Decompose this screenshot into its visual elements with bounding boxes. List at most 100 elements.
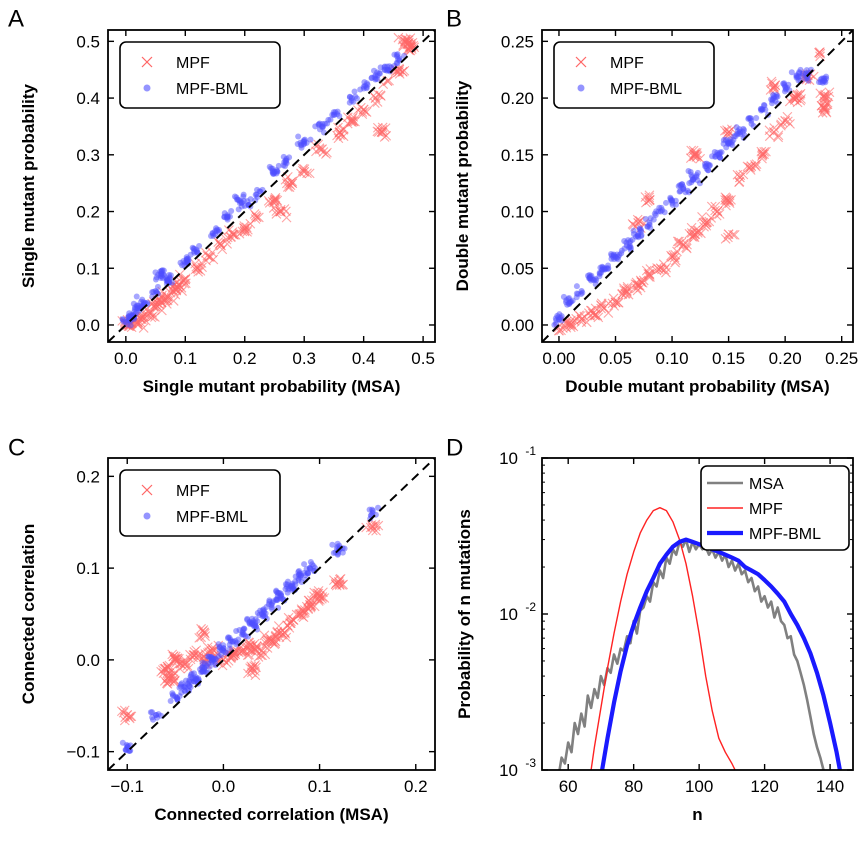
mpf-point bbox=[373, 127, 384, 137]
mpf-point bbox=[643, 272, 654, 282]
mpf-bml-point bbox=[281, 162, 288, 169]
mpf-point bbox=[581, 317, 592, 328]
mpf-bml-point bbox=[298, 579, 305, 586]
y-tick-label: 0.00 bbox=[501, 316, 534, 335]
mpf-point bbox=[253, 212, 264, 223]
mpf-point bbox=[168, 677, 179, 687]
mpf-point bbox=[609, 301, 620, 311]
legend-label: MPF-BML bbox=[749, 526, 821, 543]
y-tick-label: 0.2 bbox=[76, 467, 100, 486]
legend-label: MPF bbox=[749, 501, 783, 518]
mpf-point bbox=[773, 130, 784, 141]
mpf-point bbox=[397, 66, 408, 77]
mpf-bml-point bbox=[638, 227, 645, 234]
legend-label: MPF-BML bbox=[176, 81, 248, 98]
mpf-point bbox=[672, 236, 683, 247]
mpf-bml-point bbox=[753, 115, 760, 122]
mpf-point bbox=[119, 715, 130, 726]
mpf-bml-point bbox=[688, 172, 695, 179]
mpf-bml-point bbox=[376, 70, 383, 77]
mpf-point bbox=[688, 145, 699, 156]
mpf-bml-point bbox=[360, 85, 367, 92]
mpf-bml-point bbox=[368, 74, 375, 81]
mpf-bml-point bbox=[221, 210, 228, 217]
series-mpf bbox=[116, 519, 384, 726]
y-tick-label: 10 bbox=[499, 605, 518, 624]
mpf-point bbox=[563, 319, 573, 330]
mpf-point bbox=[338, 124, 349, 134]
mpf-bml-point bbox=[123, 746, 130, 753]
mpf-point bbox=[245, 641, 255, 652]
y-tick-label: 10 bbox=[499, 449, 518, 468]
x-tick-label: 0.4 bbox=[352, 349, 376, 368]
mpf-point bbox=[764, 125, 775, 136]
mpf-point bbox=[213, 237, 224, 248]
legend: MPF MPF-BML bbox=[119, 469, 281, 537]
mpf-bml-point bbox=[235, 206, 242, 213]
mpf-point bbox=[313, 139, 324, 150]
legend-marker-x bbox=[575, 56, 587, 68]
mpf-bml-point bbox=[566, 301, 573, 308]
y-tick-label: 0.5 bbox=[76, 32, 100, 51]
mpf-bml-point bbox=[303, 565, 310, 572]
mpf-bml-point bbox=[773, 93, 780, 100]
y-axis-label: Connected correlation bbox=[19, 524, 38, 704]
y-tick-label: 0.05 bbox=[501, 259, 534, 278]
mpf-bml-point bbox=[630, 227, 637, 234]
mpf-bml-point bbox=[254, 626, 261, 633]
mpf-bml-point bbox=[266, 597, 273, 604]
mpf-bml-point bbox=[152, 276, 159, 283]
mpf-bml-point bbox=[705, 161, 712, 168]
mpf-point bbox=[732, 169, 743, 180]
mpf-point bbox=[370, 521, 381, 532]
series-mpf-bml bbox=[119, 504, 382, 754]
mpf-point bbox=[250, 210, 261, 221]
mpf-point bbox=[135, 317, 146, 328]
mpf-point bbox=[369, 98, 380, 109]
legend-label: MSA bbox=[749, 476, 784, 493]
mpf-point bbox=[641, 265, 652, 276]
mpf-point bbox=[773, 132, 784, 143]
mpf-bml-point bbox=[209, 230, 216, 237]
y-tick-label: 0.3 bbox=[76, 146, 100, 165]
series-mpf-bml bbox=[551, 66, 830, 328]
mpf-point bbox=[670, 255, 681, 266]
mpf-point bbox=[404, 41, 415, 52]
mpf-point bbox=[242, 650, 253, 661]
legend-label: MPF-BML bbox=[610, 81, 682, 98]
mpf-point bbox=[557, 323, 568, 334]
mpf-point bbox=[630, 279, 641, 290]
x-axis-label: Connected correlation (MSA) bbox=[154, 805, 388, 824]
mpf-bml-point bbox=[686, 180, 693, 187]
mpf-bml-point bbox=[675, 183, 682, 190]
mpf-point bbox=[194, 633, 205, 643]
y-tick-label: 0.20 bbox=[501, 89, 534, 108]
mpf-bml-point bbox=[238, 631, 245, 638]
mpf-bml-point bbox=[297, 572, 304, 579]
ticks: 0.00 0.05 0.10 0.15 0.20 0.25 0.00 0.05 0.10 0.15… bbox=[501, 30, 858, 368]
mpf-point bbox=[269, 196, 280, 207]
mpf-point bbox=[782, 111, 793, 122]
x-axis-label: Single mutant probability (MSA) bbox=[143, 377, 401, 396]
legend-label: MPF-BML bbox=[176, 509, 248, 526]
mpf-bml-point bbox=[332, 109, 339, 116]
mpf-point bbox=[770, 80, 781, 91]
mpf-point bbox=[367, 525, 378, 536]
panel-b: B 0.00 0.05 0.10 0.15 0.20 0.25 0.00 0.05 0.10 0.1… bbox=[446, 5, 858, 396]
mpf-point bbox=[342, 112, 353, 123]
mpf-bml-point bbox=[149, 289, 156, 296]
mpf-point bbox=[815, 48, 826, 59]
mpf-bml-point bbox=[214, 226, 221, 233]
mpf-point bbox=[658, 259, 669, 270]
mpf-bml-point bbox=[199, 659, 206, 666]
mpf-point bbox=[721, 194, 732, 205]
mpf-point bbox=[137, 311, 148, 322]
mpf-bml-point bbox=[597, 264, 604, 271]
axes-frame bbox=[107, 29, 436, 343]
mpf-point bbox=[669, 252, 680, 263]
mpf-point bbox=[221, 234, 232, 245]
axes-frame bbox=[541, 29, 854, 343]
x-tick-label: 0.15 bbox=[712, 349, 745, 368]
mpf-point bbox=[726, 195, 736, 205]
mpf-bml-point bbox=[621, 237, 628, 244]
